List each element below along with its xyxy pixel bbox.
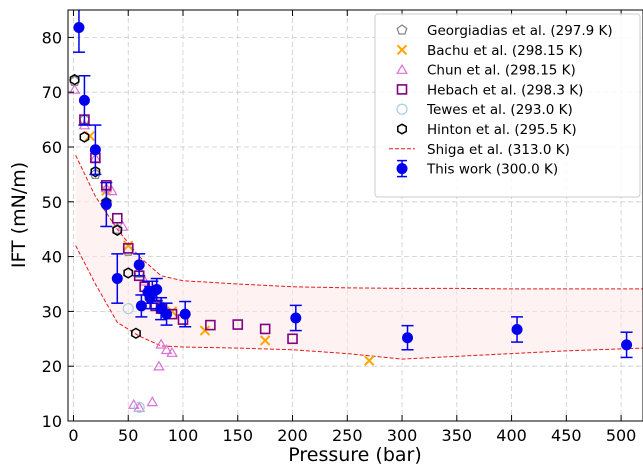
data-point xyxy=(161,308,173,320)
series-hexagon xyxy=(69,73,141,339)
data-point xyxy=(153,360,165,371)
x-tick-label: 0 xyxy=(68,426,78,445)
x-stroke xyxy=(259,335,271,346)
data-point xyxy=(79,131,90,143)
legend: Georgiadias et al. (297.9 K) Bachu et al.… xyxy=(374,13,641,198)
x-stroke xyxy=(396,44,408,56)
data-point xyxy=(259,323,271,335)
x-tick-label: 150 xyxy=(222,426,253,445)
x-stroke xyxy=(363,355,375,366)
data-point xyxy=(146,396,159,407)
y-tick-label: 30 xyxy=(42,302,62,321)
x-tick-label: 500 xyxy=(606,426,637,445)
y-tick-label: 60 xyxy=(42,138,62,157)
data-point xyxy=(90,166,101,178)
data-point xyxy=(123,240,134,251)
legend-entry-label: Bachu et al. (298.15 K) xyxy=(427,43,583,59)
data-point xyxy=(68,83,81,94)
data-point xyxy=(179,308,191,320)
data-point xyxy=(73,22,85,34)
x-stroke xyxy=(84,130,96,142)
x-stroke xyxy=(123,240,134,251)
data-point xyxy=(122,243,134,254)
y-axis-label: IFT (mN/m) xyxy=(8,162,30,268)
legend-entry-label: Hinton et al. (295.5 K) xyxy=(427,122,577,138)
x-stroke xyxy=(199,325,211,336)
x-tick-label: 350 xyxy=(442,426,473,445)
data-point xyxy=(155,338,167,349)
data-point xyxy=(259,335,271,346)
series-circle-open xyxy=(122,303,145,413)
legend-marker xyxy=(396,63,408,74)
x-axis-label: Pressure (bar) xyxy=(288,444,422,466)
data-point xyxy=(199,325,211,336)
plot-frame xyxy=(67,9,643,422)
y-tick-label: 40 xyxy=(42,248,62,267)
ticks: 0 50 100 150 200 250 300 350 400 450 500 10 20 30 40 50… xyxy=(42,10,637,445)
data-point xyxy=(130,327,141,339)
data-point xyxy=(621,339,633,351)
data-point xyxy=(166,346,178,357)
series-layer xyxy=(68,10,633,413)
legend-marker xyxy=(397,123,407,135)
data-point xyxy=(89,144,101,156)
data-point xyxy=(122,303,134,315)
series-filled-circle-errorbar xyxy=(72,10,633,359)
data-point xyxy=(133,259,145,271)
data-point xyxy=(135,300,147,312)
legend-marker xyxy=(396,24,408,35)
legend-entry-label: This work (300.0 K) xyxy=(426,162,558,178)
legend-entry-label: Hebach et al. (298.3 K) xyxy=(427,82,583,98)
legend-entry-label: Chun et al. (298.15 K) xyxy=(427,63,576,79)
data-point xyxy=(151,283,163,295)
data-point xyxy=(363,355,375,366)
data-point xyxy=(111,212,123,224)
data-point xyxy=(402,332,414,344)
y-tick-label: 10 xyxy=(42,412,62,431)
data-point xyxy=(511,323,523,335)
shiga-lower-line xyxy=(75,245,643,360)
legend-marker xyxy=(396,103,408,115)
x-tick-label: 100 xyxy=(168,426,199,445)
data-point xyxy=(100,199,112,211)
series-triangle xyxy=(68,83,178,412)
data-point xyxy=(111,273,123,285)
legend-entry-label: Tewes et al. (293.0 K) xyxy=(426,102,573,118)
data-point xyxy=(133,401,146,412)
x-tick-label: 250 xyxy=(332,426,363,445)
data-point xyxy=(69,73,80,86)
y-tick-label: 50 xyxy=(42,193,62,212)
legend-entry-label: Georgiadias et al. (297.9 K) xyxy=(427,23,613,39)
data-point xyxy=(78,94,90,106)
data-point xyxy=(205,319,216,331)
legend-marker xyxy=(396,84,408,95)
x-tick-label: 200 xyxy=(277,426,308,445)
data-point xyxy=(160,344,173,355)
y-tick-label: 80 xyxy=(42,28,62,47)
data-point xyxy=(112,224,123,236)
legend-marker xyxy=(396,163,408,175)
y-tick-label: 20 xyxy=(42,357,62,376)
legend-marker xyxy=(396,44,408,56)
data-point xyxy=(133,401,145,413)
shiga-band-fill xyxy=(75,155,643,360)
x-tick-label: 50 xyxy=(118,426,138,445)
x-tick-label: 450 xyxy=(551,426,582,445)
data-point xyxy=(232,319,244,330)
y-tick-label: 70 xyxy=(42,83,62,102)
data-point xyxy=(290,312,302,324)
data-point xyxy=(116,220,129,231)
legend-frame xyxy=(374,13,641,198)
x-tick-label: 400 xyxy=(496,426,527,445)
x-tick-label: 300 xyxy=(387,426,418,445)
legend-entry-label: Shiga et al. (313.0 K) xyxy=(427,142,570,158)
data-point xyxy=(287,333,298,345)
data-point xyxy=(123,267,134,279)
